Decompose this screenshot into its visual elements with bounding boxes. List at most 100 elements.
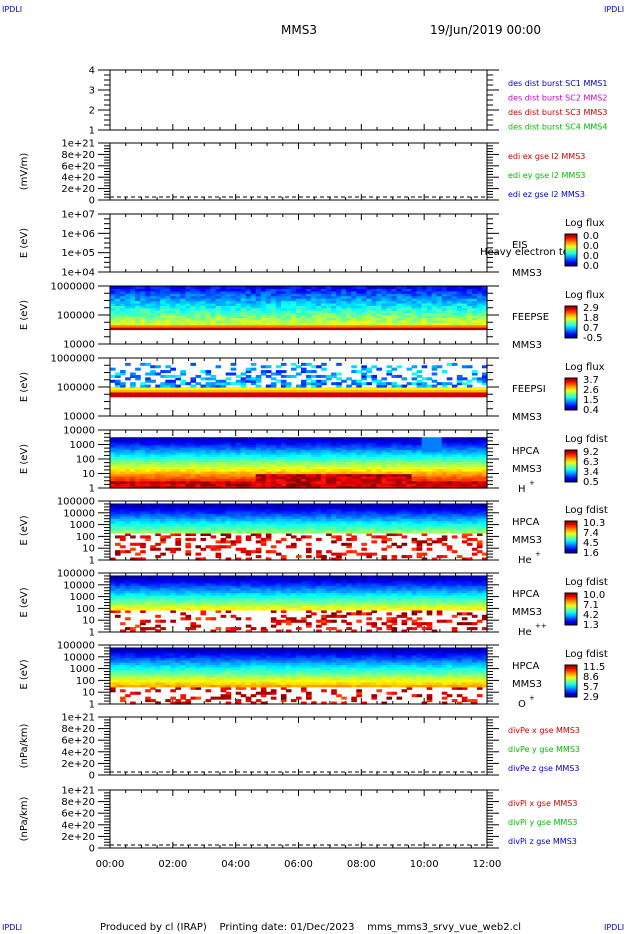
heatmap-cell (160, 307, 166, 311)
heatmap-cell (316, 391, 322, 395)
heatmap-cell (260, 310, 267, 314)
heatmap-cell (135, 552, 141, 556)
heatmap-cell (170, 515, 176, 519)
heatmap-cell (476, 310, 483, 314)
heatmap-cell (230, 505, 237, 509)
heatmap-cell (255, 478, 262, 482)
heatmap-cell (145, 446, 151, 450)
heatmap-cell (220, 446, 227, 450)
heatmap-cell (361, 290, 367, 294)
heatmap-cell (421, 446, 428, 450)
heatmap-cell (160, 290, 166, 294)
heatmap-cell (371, 319, 378, 323)
heatmap-cell (381, 466, 388, 470)
heatmap-cell (456, 307, 463, 311)
heatmap-cell (200, 454, 207, 458)
heatmap-cell (376, 305, 383, 309)
heatmap-cell (130, 300, 136, 304)
heatmap-cell (205, 461, 212, 465)
heatmap-cell (175, 532, 181, 537)
heatmap-cell (230, 444, 237, 448)
heatmap-cell (481, 442, 488, 446)
heatmap-cell (165, 370, 171, 374)
heatmap-cell (230, 307, 237, 311)
heatmap-cell (225, 523, 232, 527)
heatmap-cell (210, 503, 217, 507)
heatmap-cell (466, 391, 473, 395)
heatmap-cell (210, 327, 217, 331)
heatmap-cell (401, 307, 408, 311)
heatmap-cell (416, 466, 423, 470)
heatmap-cell (205, 302, 212, 306)
heatmap-cell (180, 480, 186, 484)
heatmap-cell (351, 520, 357, 524)
heatmap-cell (235, 319, 242, 323)
heatmap-cell (125, 442, 131, 446)
heatmap-cell (381, 535, 388, 539)
heatmap-cell (185, 317, 192, 321)
heatmap-cell (341, 525, 347, 529)
heatmap-cell (160, 503, 166, 507)
heatmap-cell (180, 515, 186, 519)
heatmap-cell (250, 322, 257, 326)
heatmap-cell (225, 518, 232, 522)
heatmap-cell (120, 324, 126, 328)
heatmap-cell (240, 461, 247, 465)
heatmap-cell (165, 466, 171, 470)
heatmap-cell (235, 442, 242, 446)
heatmap-cell (160, 389, 166, 393)
heatmap-cell (386, 545, 393, 549)
heatmap-cell (391, 286, 398, 290)
heatmap-cell (270, 456, 277, 460)
heatmap-cell (471, 286, 478, 290)
heatmap-cell (265, 389, 272, 393)
heatmap-cell (290, 293, 297, 297)
heatmap-cell (481, 480, 488, 484)
heatmap-cell (185, 451, 192, 455)
heatmap-cell (295, 449, 302, 453)
heatmap-cell (115, 317, 121, 321)
heatmap-cell (195, 449, 202, 453)
heatmap-cell (110, 298, 116, 302)
heatmap-cell (190, 322, 197, 326)
heatmap-cell (240, 463, 247, 467)
heatmap-cell (366, 439, 372, 443)
heatmap-cell (200, 295, 207, 299)
heatmap-cell (346, 523, 352, 527)
heatmap-cell (295, 525, 302, 529)
heatmap-cell (371, 444, 378, 448)
heatmap-cell (381, 475, 388, 479)
heatmap-cell (145, 286, 151, 290)
heatmap-cell (436, 305, 443, 309)
heatmap-cell (265, 312, 272, 316)
heatmap-cell (396, 446, 403, 450)
heatmap-cell (255, 327, 262, 331)
heatmap-cell (205, 286, 212, 290)
heatmap-cell (210, 547, 217, 551)
heatmap-cell (446, 362, 453, 366)
heatmap-cell (341, 485, 347, 489)
heatmap-cell (356, 505, 362, 509)
heatmap-cell (381, 463, 388, 467)
heatmap-cell (391, 444, 398, 448)
heatmap-cell (331, 535, 337, 539)
heatmap-cell (225, 454, 232, 458)
heatmap-cell (135, 483, 141, 487)
heatmap-cell (195, 515, 202, 519)
heatmap-cell (140, 307, 146, 311)
heatmap-cell (135, 480, 141, 484)
heatmap-cell (336, 508, 342, 512)
heatmap-cell (431, 367, 438, 371)
heatmap-cell (481, 322, 488, 326)
heatmap-cell (451, 480, 458, 484)
heatmap-cell (255, 510, 262, 514)
heatmap-cell (245, 317, 252, 321)
heatmap-cell (225, 437, 232, 441)
heatmap-cell (110, 317, 116, 321)
heatmap-cell (220, 382, 227, 386)
heatmap-cell (476, 478, 483, 482)
heatmap-cell (301, 286, 307, 290)
heatmap-cell (311, 317, 317, 321)
heatmap-cell (265, 537, 272, 541)
heatmap-cell (215, 513, 222, 517)
